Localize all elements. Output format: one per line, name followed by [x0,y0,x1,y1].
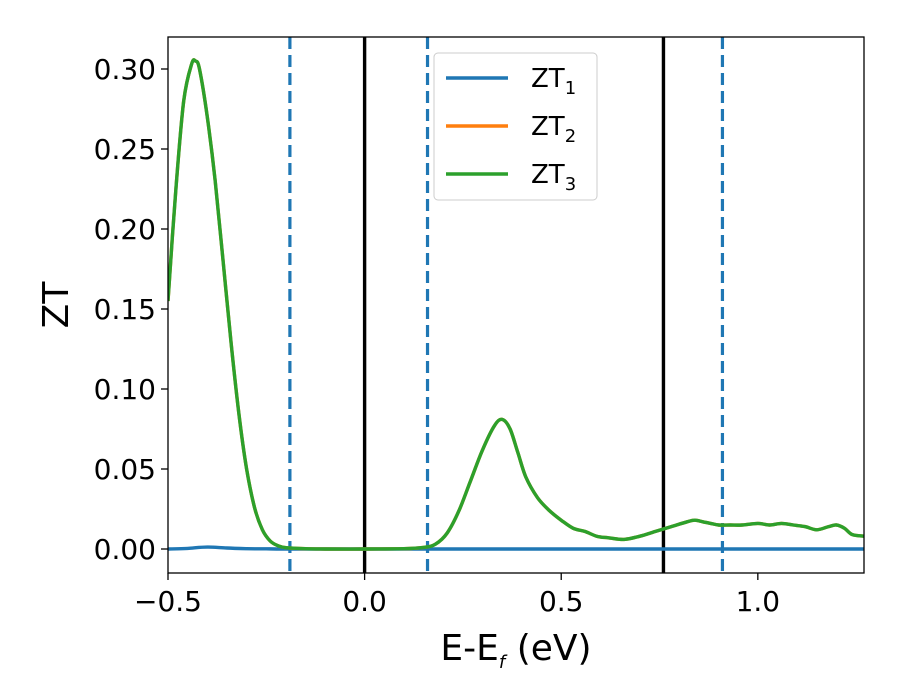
x-axis-label-unit: (eV) [505,628,591,669]
series-lines [168,58,864,551]
y-tick-label: 0.05 [94,453,156,486]
y-tick-label: 0.30 [94,53,156,86]
legend-label-3: ZT3 [531,160,576,195]
x-axis-label-main: E-E [440,628,498,669]
y-tick-label: 0.00 [94,533,156,566]
y-tick-label: 0.10 [94,373,156,406]
x-tick-label: −0.5 [134,585,202,618]
x-axis: −0.5 0.0 0.5 1.0 [134,573,780,618]
y-tick-label: 0.25 [94,133,156,166]
legend-box [433,52,598,201]
plot-frame [167,36,865,574]
y-tick-label: 0.15 [94,293,156,326]
legend-label-1: ZT1 [531,64,576,99]
legend-label-2: ZT2 [531,112,576,147]
legend: ZT1 ZT2 ZT3 [433,52,598,201]
series-line-3 [168,58,864,551]
series-line-1 [168,545,864,551]
y-tick-label: 0.20 [94,213,156,246]
reference-lines [288,37,725,573]
x-tick-label: 0.5 [539,585,584,618]
x-tick-label: 0.0 [342,585,387,618]
x-axis-label-sub: f [499,652,508,673]
x-axis-label: E-Ef (eV) [440,628,591,673]
y-axis: 0.00 0.05 0.10 0.15 0.20 0.25 0.30 [94,53,168,566]
y-axis-label: ZT [36,281,77,329]
x-tick-label: 1.0 [736,585,781,618]
